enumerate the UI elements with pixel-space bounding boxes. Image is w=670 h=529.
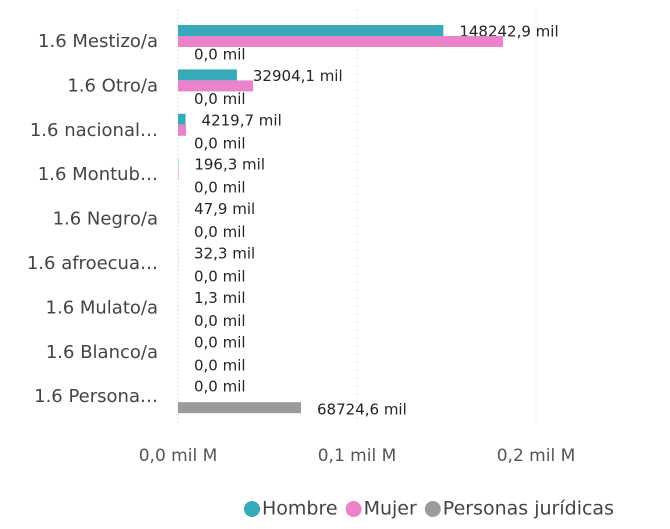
data-label: 0,0 mil [194, 312, 246, 330]
legend-marker [345, 501, 362, 517]
legend-label: Hombre [262, 498, 338, 520]
data-label: 32,3 mil [194, 245, 255, 263]
bar [178, 169, 179, 181]
data-label: 0,0 mil [194, 333, 246, 351]
data-label: 0,0 mil [194, 268, 246, 286]
y-tick-label: 1.6 nacional… [30, 120, 158, 141]
data-label: 47,9 mil [194, 200, 255, 218]
data-label: 0,0 mil [194, 134, 246, 152]
data-label: 0,0 mil [194, 46, 246, 64]
data-label: 4219,7 mil [202, 111, 282, 129]
y-tick-label: 1.6 Otro/a [67, 75, 158, 96]
bar [178, 124, 187, 136]
x-tick-label: 0,2 mil M [497, 446, 576, 466]
legend-marker [424, 501, 441, 517]
legend-label: Personas jurídicas [443, 498, 614, 520]
bar [178, 113, 186, 125]
legend-marker [244, 501, 260, 517]
y-tick-label: 1.6 Montub… [38, 164, 158, 185]
y-tick-label: 1.6 Mulato/a [46, 297, 158, 318]
data-label: 0,0 mil [194, 179, 246, 197]
data-label: 1,3 mil [194, 289, 246, 307]
bar [178, 36, 504, 47]
x-tick-label: 0,0 mil M [139, 446, 218, 466]
bar [178, 402, 302, 414]
y-tick-label: 1.6 Blanco/a [46, 342, 158, 363]
data-label: 0,0 mil [194, 223, 246, 241]
data-label: 196,3 mil [194, 156, 265, 174]
y-tick-label: 1.6 afroecua… [27, 253, 158, 274]
y-tick-label: 1.6 Persona… [34, 386, 158, 407]
data-label: 0,0 mil [194, 90, 246, 108]
data-label: 0,0 mil [194, 356, 246, 374]
legend-label: Mujer [364, 498, 417, 520]
y-tick-label: 1.6 Negro/a [53, 209, 158, 230]
bar [178, 80, 254, 92]
data-label: 68724,6 mil [317, 401, 407, 419]
y-tick-label: 1.6 Mestizo/a [38, 31, 158, 52]
bar [178, 25, 444, 36]
x-tick-label: 0,1 mil M [318, 446, 397, 466]
bar [178, 69, 237, 81]
data-label: 32904,1 mil [253, 67, 343, 85]
data-label: 0,0 mil [194, 378, 246, 396]
